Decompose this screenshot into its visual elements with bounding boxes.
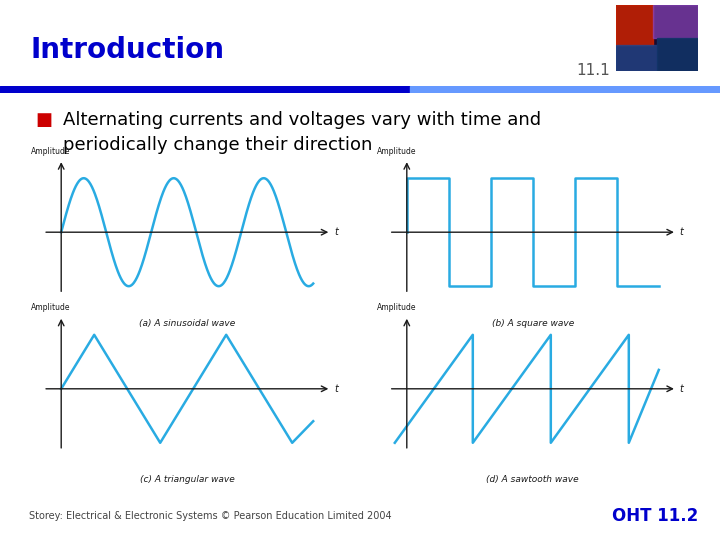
Text: (d) A sawtooth wave: (d) A sawtooth wave [487,475,579,484]
Bar [616,45,657,71]
Text: Alternating currents and voltages vary with time and
periodically change their d: Alternating currents and voltages vary w… [63,111,541,154]
Bar [410,86,720,93]
Text: Introduction: Introduction [30,36,225,64]
Bar [653,5,698,38]
Text: t: t [680,227,683,237]
Bar [616,5,653,45]
Text: Amplitude: Amplitude [31,147,71,156]
Text: t: t [680,384,683,394]
Text: (c) A triangular wave: (c) A triangular wave [140,475,235,484]
Bar [0,86,410,93]
Text: (a) A sinusoidal wave: (a) A sinusoidal wave [139,319,235,328]
Text: Storey: Electrical & Electronic Systems © Pearson Education Limited 2004: Storey: Electrical & Electronic Systems … [29,511,392,521]
Text: Amplitude: Amplitude [377,303,416,312]
Text: (b) A square wave: (b) A square wave [492,319,574,328]
Text: 11.1: 11.1 [576,63,610,78]
Text: OHT 11.2: OHT 11.2 [612,507,698,525]
Bar [657,38,698,71]
Text: t: t [334,227,338,237]
Text: Amplitude: Amplitude [31,303,71,312]
Text: t: t [334,384,338,394]
Text: Amplitude: Amplitude [377,147,416,156]
Text: ■: ■ [35,111,52,130]
